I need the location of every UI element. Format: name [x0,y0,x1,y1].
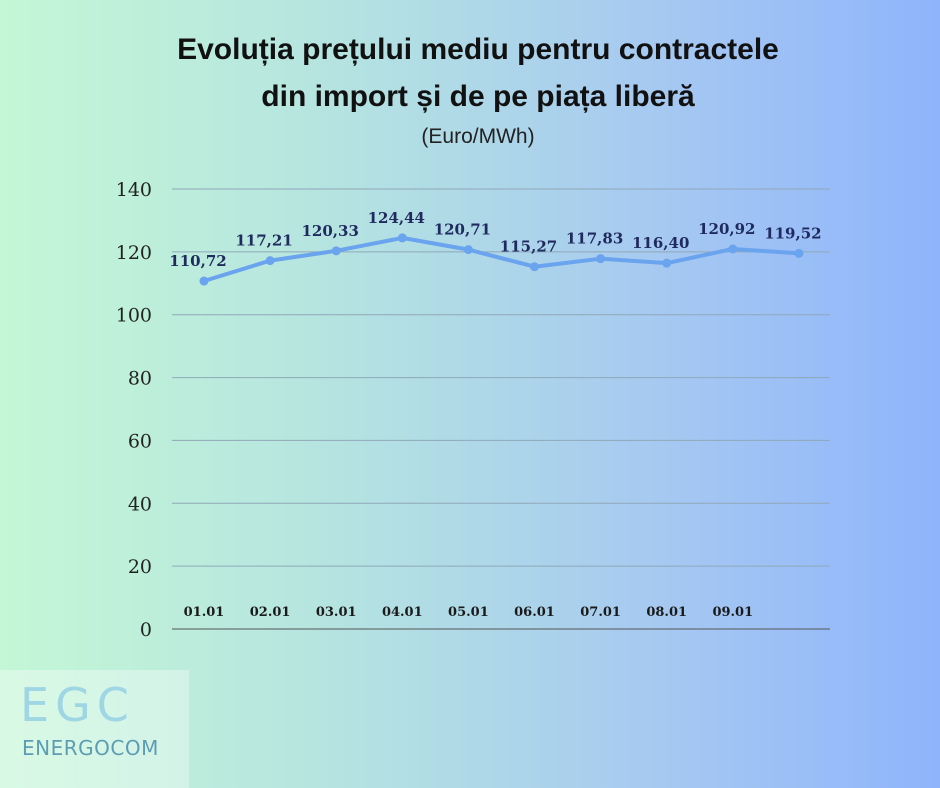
data-point [530,262,539,272]
data-point [397,233,407,243]
data-point [199,276,209,286]
x-tick-label: 03.01 [316,605,357,620]
x-tick-label: 08.01 [646,605,687,620]
data-label: 120,71 [434,221,491,239]
data-point [662,258,672,268]
x-tick-label: 06.01 [514,605,555,620]
data-label: 117,21 [235,232,292,250]
x-tick-label: 05.01 [448,605,489,620]
x-tick-label: 04.01 [382,605,423,620]
chart-title: Evoluția prețului mediu pentru contracte… [0,26,940,120]
data-label: 117,83 [566,230,623,248]
x-tick-label: 02.01 [250,605,291,620]
chart-title-line2: din import și de pe piața liberă [261,80,695,113]
y-tick-label: 20 [128,556,152,578]
data-label: 120,33 [301,222,358,240]
y-tick-label: 0 [140,619,152,641]
y-tick-label: 140 [116,179,152,201]
logo: EGC ENERGOCOM [0,670,189,788]
x-tick-label: 07.01 [580,605,621,620]
data-point [331,246,341,256]
series-line [202,235,801,284]
y-tick-label: 120 [116,242,152,264]
chart-title-line1: Evoluția prețului mediu pentru contracte… [177,33,779,66]
x-tick-label: 09.01 [712,605,753,620]
data-point [596,254,606,264]
logo-name: ENERGOCOM [22,736,159,760]
data-label: 124,44 [368,209,425,227]
data-label: 116,40 [632,234,689,252]
y-tick-label: 40 [128,493,152,515]
y-tick-label: 100 [116,305,152,327]
x-tick-label: 01.01 [184,605,225,620]
data-point [463,245,473,255]
data-label: 120,92 [698,220,755,238]
y-tick-label: 60 [128,430,152,452]
data-label: 110,72 [169,252,226,270]
y-tick-label: 80 [128,368,152,390]
data-point [265,256,275,266]
data-label: 115,27 [500,238,557,256]
data-point [728,244,738,254]
data-point [794,248,804,258]
logo-mark: EGC [20,678,135,732]
data-label: 119,52 [764,224,821,242]
chart-unit: (Euro/MWh) [421,125,535,148]
